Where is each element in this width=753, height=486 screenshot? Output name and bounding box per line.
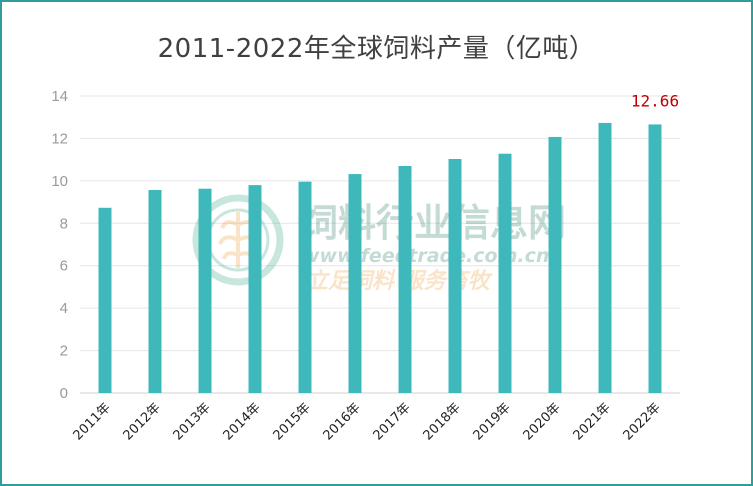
bar (648, 124, 662, 394)
x-tick-label: 2017年 (371, 400, 414, 443)
y-tick-label: 6 (60, 258, 68, 275)
x-tick-label: 2020年 (521, 400, 564, 443)
bar (348, 174, 362, 393)
y-tick-label: 0 (60, 385, 68, 402)
x-tick-label: 2013年 (171, 400, 214, 443)
watermark-logo-outer-ring (192, 194, 284, 286)
bar (548, 136, 562, 393)
watermark-name: 饲料行业信息网 (300, 201, 566, 245)
x-tick-label: 2015年 (271, 400, 314, 443)
x-tick-label: 2014年 (221, 400, 264, 443)
x-axis-ticks: 2011年 2012年 2013年 2014年 2015年 2016年 2017年 2018年… (71, 400, 664, 443)
bar (498, 153, 512, 393)
bar (148, 189, 162, 393)
y-tick-label: 2 (60, 343, 68, 360)
bar (198, 188, 212, 393)
x-tick-label: 2018年 (421, 400, 464, 443)
x-tick-label: 2012年 (121, 400, 164, 443)
y-tick-label: 10 (51, 173, 68, 190)
bar (598, 122, 612, 394)
x-tick-label: 2016年 (321, 400, 364, 443)
bar (298, 181, 312, 393)
y-tick-label: 14 (51, 88, 68, 105)
y-tick-label: 8 (60, 215, 68, 232)
bar (448, 159, 462, 393)
bars (98, 122, 662, 394)
bar (398, 166, 412, 393)
y-tick-label: 4 (60, 300, 68, 317)
bar (248, 185, 262, 393)
watermark-url: www.feedtrade.com.cn (302, 245, 549, 267)
x-tick-label: 2011年 (71, 400, 114, 443)
x-tick-label: 2021年 (571, 400, 614, 443)
data-label: 12.66 (631, 91, 679, 110)
y-tick-label: 12 (51, 130, 68, 147)
x-tick-label: 2022年 (621, 400, 664, 443)
data-labels: 12.66 (631, 91, 679, 110)
x-tick-label: 2019年 (471, 400, 514, 443)
chart-title: 2011-2022年全球饲料产量（亿吨） (157, 34, 596, 64)
gridlines (80, 95, 680, 394)
y-axis-ticks: 0 2 4 6 8 10 12 14 (51, 88, 68, 402)
bar (98, 207, 112, 393)
